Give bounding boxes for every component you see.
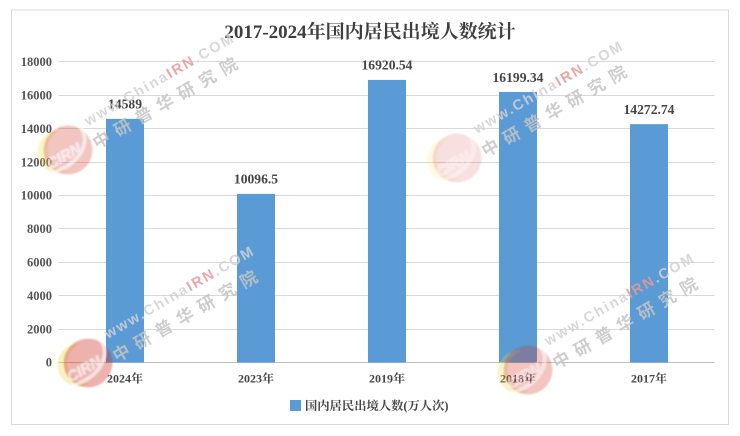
svg-text:6000: 6000 bbox=[27, 256, 52, 270]
svg-text:0: 0 bbox=[46, 356, 52, 370]
svg-text:18000: 18000 bbox=[21, 55, 52, 69]
svg-text:2023: 2023 bbox=[238, 372, 262, 386]
svg-text:16000: 16000 bbox=[21, 89, 52, 103]
svg-text:10000: 10000 bbox=[21, 189, 52, 203]
svg-text:16199.34: 16199.34 bbox=[493, 70, 544, 85]
svg-text:2017-2024: 2017-2024 bbox=[224, 22, 307, 43]
svg-text:10096.5: 10096.5 bbox=[234, 172, 278, 187]
svg-text:2019: 2019 bbox=[369, 372, 393, 386]
svg-text:2017: 2017 bbox=[631, 372, 655, 386]
svg-text:14272.74: 14272.74 bbox=[624, 102, 675, 117]
svg-text:16920.54: 16920.54 bbox=[362, 58, 413, 73]
svg-text:14589: 14589 bbox=[108, 97, 142, 112]
svg-text:8000: 8000 bbox=[27, 222, 52, 236]
svg-text:): ) bbox=[444, 399, 448, 413]
svg-text:4000: 4000 bbox=[27, 289, 52, 303]
svg-text:2000: 2000 bbox=[27, 322, 52, 336]
svg-text:(: ( bbox=[403, 399, 407, 413]
svg-text:14000: 14000 bbox=[21, 122, 52, 136]
svg-text:2024: 2024 bbox=[107, 372, 131, 386]
